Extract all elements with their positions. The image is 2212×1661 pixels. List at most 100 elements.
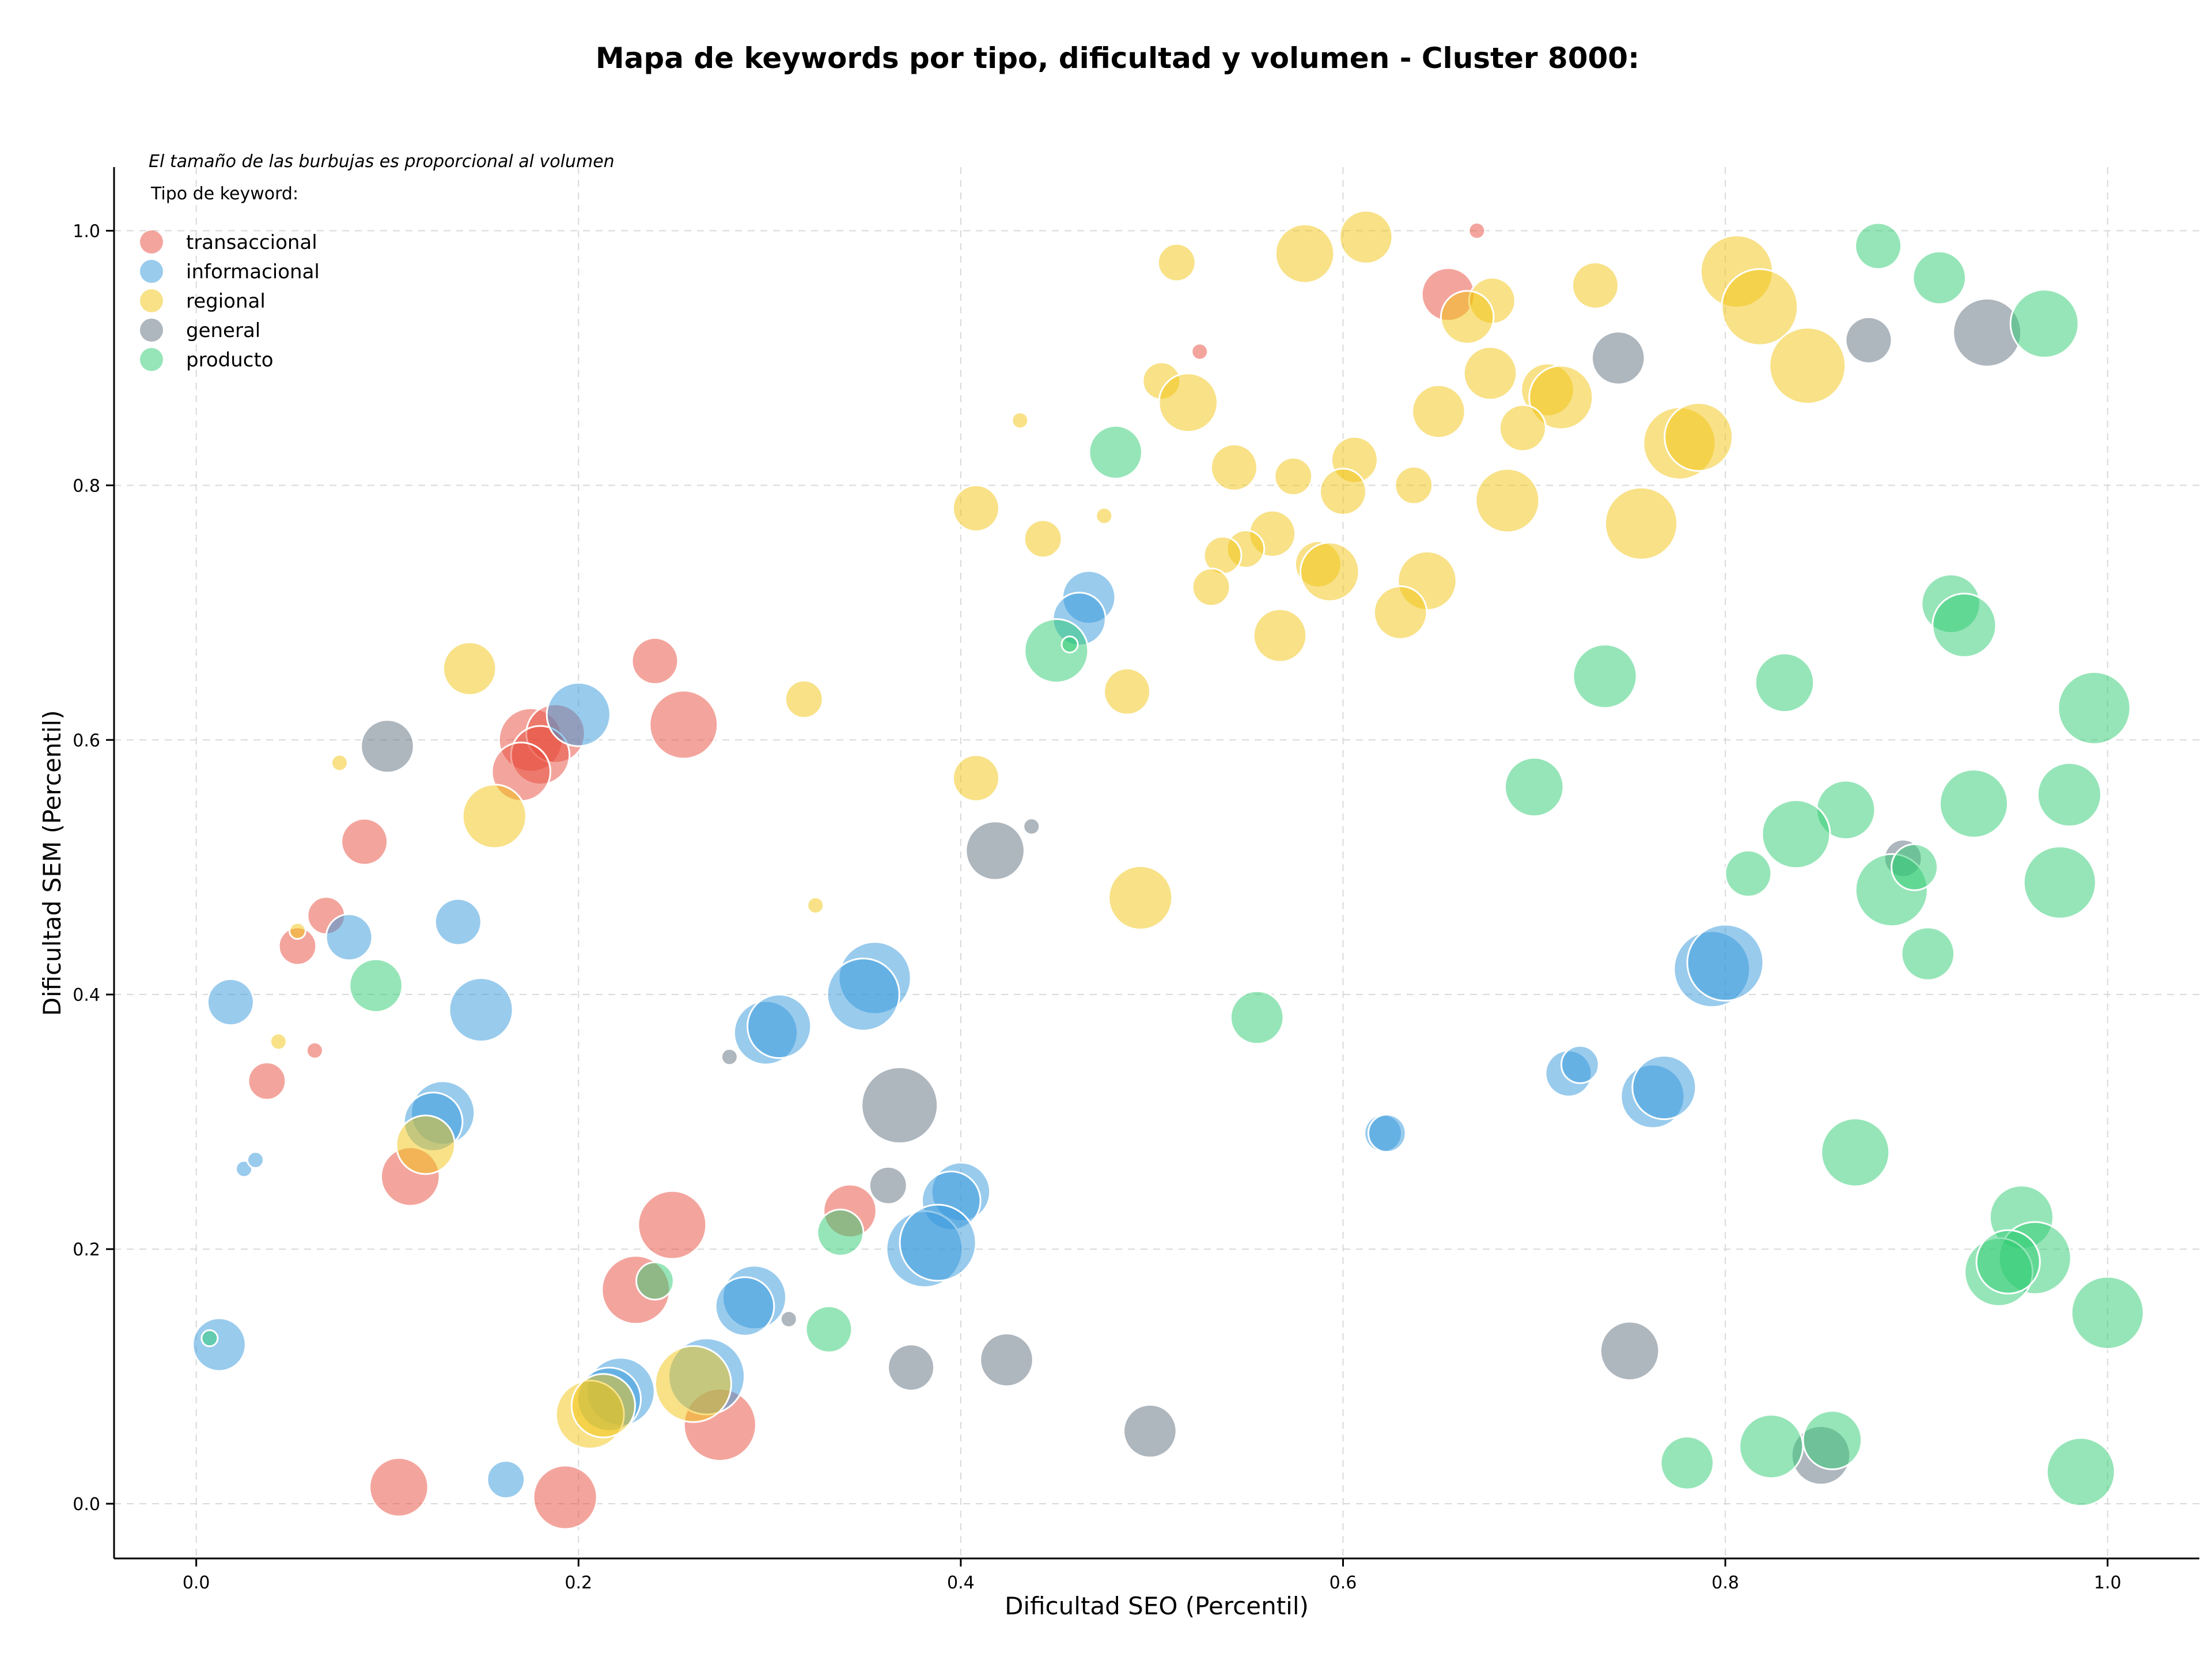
bubble-producto <box>1854 222 1903 270</box>
bubble-regional <box>331 754 349 772</box>
bubble-general <box>861 1066 939 1144</box>
legend-marker <box>140 260 163 283</box>
bubble-general <box>1022 818 1041 835</box>
bubble-producto <box>1572 644 1638 709</box>
y-axis-label: Dificultad SEM (Percentil) <box>38 710 66 1016</box>
bubble-informacional <box>546 682 611 747</box>
bubble-general <box>979 1333 1034 1387</box>
bubble-informacional <box>747 993 812 1060</box>
series-producto <box>200 222 2145 1507</box>
bubble-producto <box>1912 250 1967 305</box>
bubble-producto <box>635 1261 675 1301</box>
bubble-regional <box>1252 608 1308 663</box>
bubble-general <box>868 1166 908 1205</box>
bubble-producto <box>1931 592 1997 659</box>
bubble-transaccional <box>247 1061 287 1101</box>
bubble-producto <box>1504 756 1565 818</box>
bubble-regional <box>1498 404 1547 452</box>
legend-label: informacional <box>186 260 320 283</box>
bubble-producto <box>1939 769 2009 839</box>
size-note: El tamaño de las burbujas es proporciona… <box>149 152 615 172</box>
bubble-regional <box>1664 402 1734 472</box>
y-tick-label: 0.8 <box>73 476 100 496</box>
bubble-producto <box>1024 618 1089 684</box>
bubble-regional <box>269 1032 287 1051</box>
bubble-producto <box>1738 1414 1804 1480</box>
bubble-producto <box>2070 1276 2145 1350</box>
bubble-informacional <box>434 898 482 946</box>
bubble-regional <box>1011 411 1029 430</box>
bubble-transaccional <box>637 1190 707 1260</box>
bubble-regional <box>1721 268 1799 346</box>
bubble-producto <box>1754 652 1815 713</box>
y-tick-label: 0.6 <box>73 731 100 751</box>
bubble-general <box>1123 1403 1177 1459</box>
bubble-general <box>779 1310 798 1329</box>
bubble-regional <box>1528 365 1594 430</box>
bubble-producto <box>1802 1410 1863 1470</box>
legend: transaccional informacional regional genera… <box>140 230 320 372</box>
bubble-producto <box>2022 845 2097 920</box>
legend-item-regional: regional <box>140 289 266 313</box>
x-tick-label: 0.0 <box>183 1573 210 1593</box>
bubble-general <box>965 820 1025 881</box>
bubble-producto <box>1088 425 1143 480</box>
bubble-regional <box>289 922 306 940</box>
series-regional <box>269 210 1847 1450</box>
bubble-informacional <box>1367 1114 1407 1153</box>
bubble-regional <box>1463 346 1518 401</box>
bubble-transaccional <box>305 1041 324 1060</box>
bubble-informacional <box>325 913 373 962</box>
legend-marker <box>140 230 163 253</box>
y-tick-label: 1.0 <box>73 221 100 241</box>
bubble-regional <box>1274 223 1335 284</box>
x-tick-label: 0.2 <box>565 1573 592 1593</box>
legend-marker <box>140 348 163 371</box>
bubble-producto <box>1975 1229 2041 1295</box>
y-tick-label: 0.0 <box>73 1494 100 1515</box>
bubble-producto <box>200 1329 219 1348</box>
bubble-regional <box>395 1114 456 1175</box>
bubble-regional <box>1604 486 1679 561</box>
bubble-regional <box>1158 372 1218 433</box>
bubble-regional <box>1440 290 1495 345</box>
bubble-informacional <box>192 1317 247 1372</box>
bubble-transaccional <box>340 818 389 866</box>
bubble-regional <box>1108 865 1173 930</box>
bubble-transaccional <box>532 1465 598 1530</box>
bubble-transaccional <box>1468 222 1486 240</box>
chart-title: Mapa de keywords por tipo, dificultad y … <box>596 41 1639 75</box>
bubble-regional <box>654 1345 732 1423</box>
bubble-general <box>360 719 415 774</box>
bubble-producto <box>1761 799 1831 869</box>
bubble-general <box>1599 1321 1660 1382</box>
bubble-producto <box>1820 1117 1891 1187</box>
series-transaccional <box>247 222 1486 1530</box>
bubble-regional <box>1319 467 1367 516</box>
bubble-producto <box>805 1305 853 1353</box>
legend-item-informacional: informacional <box>140 260 320 283</box>
bubble-regional <box>461 784 527 849</box>
bubble-informacional <box>486 1460 526 1499</box>
bubble-regional <box>784 679 824 719</box>
x-tick-label: 0.4 <box>947 1573 975 1593</box>
legend-label: producto <box>186 349 274 372</box>
bubble-regional <box>952 484 1000 532</box>
legend-item-producto: producto <box>140 348 274 372</box>
bubble-regional <box>1157 243 1196 282</box>
bubble-regional <box>1768 327 1847 405</box>
series-general <box>360 297 2022 1486</box>
bubble-producto <box>2009 289 2080 359</box>
bubble-regional <box>1191 567 1231 607</box>
x-tick-label: 0.8 <box>1711 1573 1739 1593</box>
bubble-producto <box>1660 1436 1715 1490</box>
bubble-informacional <box>826 958 900 1032</box>
bubble-regional <box>806 896 825 914</box>
bubble-regional <box>442 641 497 696</box>
bubble-informacional <box>1560 1045 1600 1084</box>
bubble-general <box>720 1048 738 1066</box>
bubble-producto <box>1891 843 1939 891</box>
bubble-transaccional <box>369 1457 429 1518</box>
bubble-informacional <box>899 1204 977 1282</box>
